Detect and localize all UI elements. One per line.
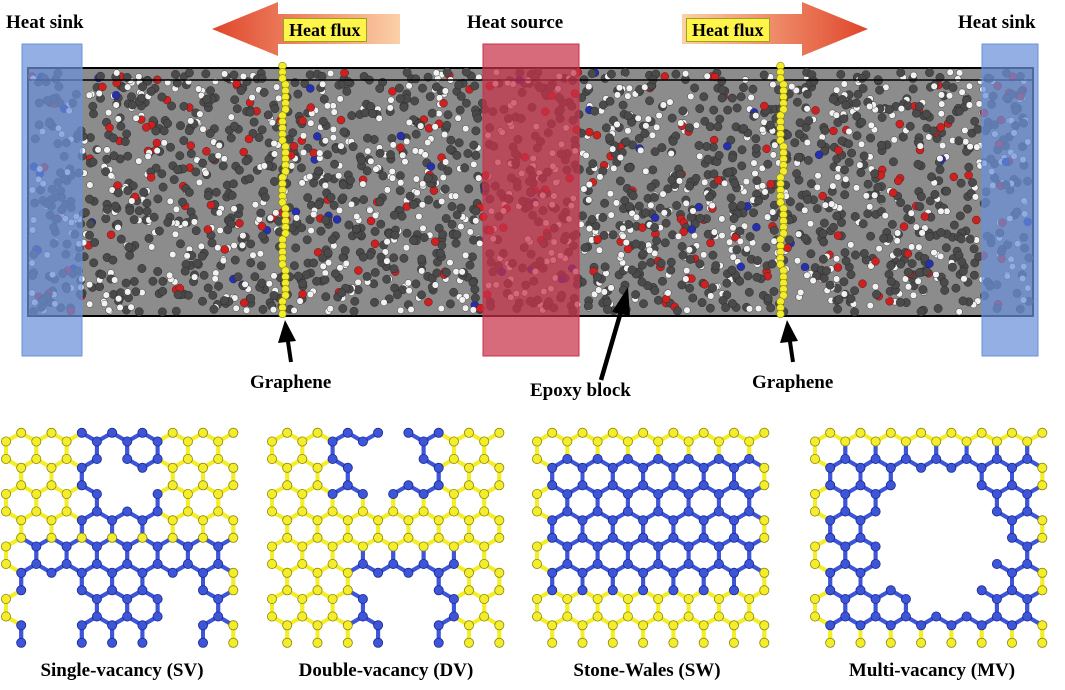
graphene-right-label: Graphene: [752, 372, 834, 393]
heat-flux-right-arrow: [682, 2, 868, 56]
defect-lattice-sv: [1, 427, 239, 648]
defect-lattice-dv: [266, 427, 505, 648]
graphene-left-pointer: [278, 320, 296, 363]
epoxy-block-pointer: [598, 287, 630, 381]
heat-source-label: Heat source: [467, 12, 564, 33]
heat-source-region: [482, 43, 580, 357]
defect-lattice-mv: [810, 427, 1048, 648]
graphene-right-pointer: [780, 320, 798, 363]
graphene-layers: [278, 61, 788, 319]
caption-stone-wales: Stone-Wales (SW): [573, 660, 721, 681]
defect-lattice-sw: [532, 427, 770, 648]
heat-sink-right-label: Heat sink: [958, 12, 1036, 33]
caption-multi-vacancy: Multi-vacancy (MV): [848, 660, 1016, 681]
graphene-left-label: Graphene: [250, 372, 332, 393]
epoxy-block-label: Epoxy block: [530, 380, 631, 401]
defect-panels: [1, 427, 1048, 648]
heat-sink-left-region: [21, 43, 83, 357]
caption-double-vacancy: Double-vacancy (DV): [298, 660, 474, 681]
caption-single-vacancy: Single-vacancy (SV): [40, 660, 204, 681]
heat-sink-left-label: Heat sink: [6, 12, 84, 33]
heat-sink-right-region: [981, 43, 1039, 357]
heat-flux-left-label: Heat flux: [283, 18, 367, 42]
heat-flux-right-label: Heat flux: [686, 18, 770, 42]
